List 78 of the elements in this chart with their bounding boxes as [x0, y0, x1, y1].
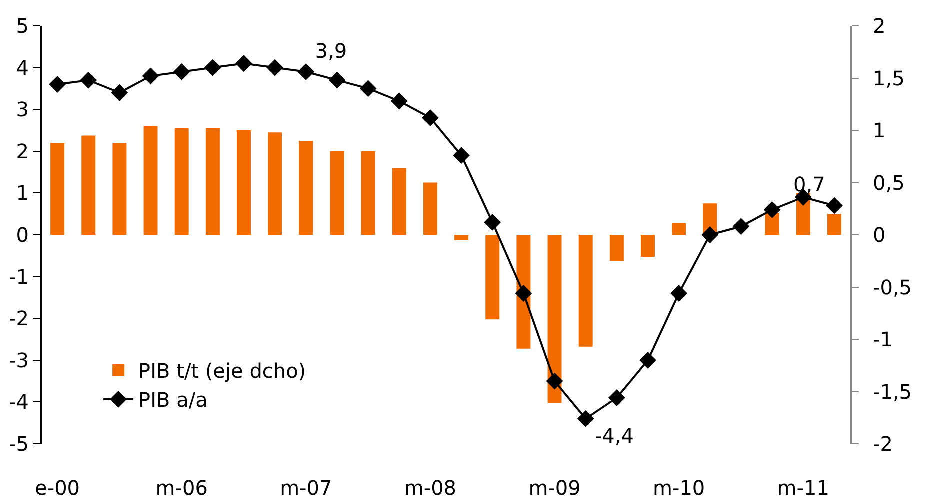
y2-tick-label: -1 [873, 328, 893, 352]
y-tick-label: 2 [16, 139, 29, 164]
y2-tick-label: -0,5 [873, 275, 912, 300]
y-tick-label: 5 [16, 14, 29, 38]
point [422, 110, 439, 126]
x-tick-label: m-10 [653, 476, 706, 500]
bar [423, 182, 438, 235]
bar [237, 130, 251, 235]
y-tick-label: -3 [9, 348, 29, 372]
x-tick-label: e-00 [35, 476, 80, 500]
point [732, 218, 750, 236]
point [640, 352, 656, 369]
y2-tick-label: 1,5 [873, 66, 905, 90]
point [453, 147, 470, 164]
point [360, 80, 377, 98]
point [764, 201, 781, 218]
point [80, 72, 98, 89]
y-tick-label: -1 [9, 264, 29, 289]
y-tick-label: -5 [9, 432, 29, 456]
point [204, 59, 222, 76]
bar [112, 143, 127, 235]
bar [454, 235, 469, 240]
point [173, 64, 190, 80]
bar [206, 128, 220, 235]
y-tick-label: -2 [9, 306, 29, 331]
y2-tick-label: 0 [873, 223, 886, 247]
point [236, 55, 252, 72]
point [484, 214, 502, 231]
x-tick-label: m-07 [280, 476, 332, 500]
legend-label: PIB a/a [138, 388, 208, 412]
data-label: 0,7 [794, 172, 826, 197]
data-label: -4,4 [594, 424, 634, 448]
x-tick-label: m-09 [528, 476, 581, 500]
y2-tick-label: 1 [873, 118, 886, 142]
point [266, 59, 284, 76]
bar [82, 136, 96, 235]
y2-tick-label: -1,5 [873, 380, 912, 404]
bar [330, 151, 344, 235]
point [608, 390, 626, 406]
y-tick-label: 3 [16, 98, 29, 122]
y-tick-label: 1 [16, 181, 29, 206]
data-label: 3,9 [315, 38, 348, 63]
point [49, 76, 66, 93]
y2-tick-label: 2 [873, 14, 886, 38]
bar [299, 140, 314, 235]
y2-tick-label: -2 [873, 432, 893, 456]
legend-label: PIB t/t (eje dcho) [138, 359, 306, 384]
bar [392, 168, 406, 235]
point [515, 285, 532, 302]
bar [144, 126, 158, 235]
point [111, 84, 128, 102]
bar [548, 235, 562, 404]
point [546, 372, 564, 390]
bar [672, 224, 686, 235]
x-tick-label: m-08 [404, 476, 457, 500]
y2-tick-label: 0,5 [873, 170, 905, 195]
point [577, 410, 594, 428]
bar [641, 235, 655, 257]
bar [50, 143, 65, 235]
bar [578, 235, 593, 347]
y-tick-label: 4 [16, 56, 29, 80]
point [702, 226, 719, 244]
x-tick-label: m-06 [156, 476, 208, 500]
bar [174, 128, 189, 235]
bar [486, 235, 500, 320]
point [298, 64, 315, 80]
x-tick-label: m-11 [777, 476, 830, 500]
point [670, 285, 688, 302]
bar [361, 151, 376, 235]
point [142, 68, 160, 85]
point [826, 197, 843, 214]
bar [827, 214, 842, 235]
point [328, 72, 346, 89]
bar [268, 132, 282, 235]
bar [610, 235, 624, 262]
point [390, 92, 408, 110]
y-tick-label: -4 [9, 390, 29, 414]
y-tick-label: 0 [16, 223, 29, 247]
